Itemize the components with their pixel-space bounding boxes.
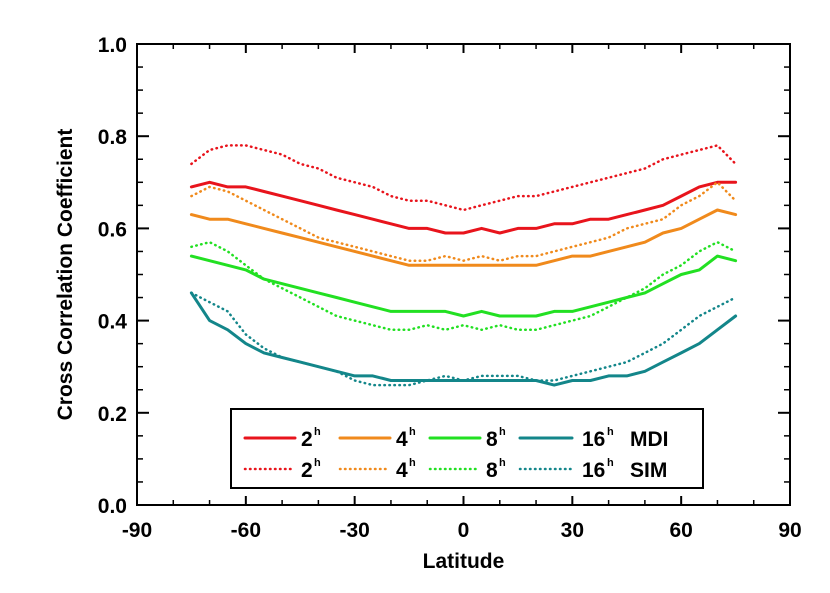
series-line-mdi-4h (189, 208, 738, 267)
ticks-layer: -90 -60 -30 0 30 60 90 0.0 0.2 0.4 0.6 0.8 1.0 (98, 34, 802, 542)
legend-label: 2 (301, 459, 313, 482)
legend-superscript: h (499, 426, 506, 438)
legend-label: 8 (486, 459, 498, 482)
y-tick-label: 0.2 (98, 403, 127, 426)
legend-label: 2 (301, 428, 313, 451)
series-line-sim-8h (190, 240, 737, 332)
x-tick-label: -60 (231, 519, 261, 542)
legend-superscript: h (409, 426, 416, 438)
x-tick-label: 90 (778, 519, 801, 542)
legend-superscript: h (499, 457, 506, 469)
x-tick-label: 30 (561, 519, 584, 542)
series-line-sim-2h (190, 144, 737, 212)
series-layer (189, 144, 738, 387)
series-line-sim-16h (190, 291, 737, 387)
legend-superscript: h (607, 426, 614, 438)
legend-superscript: h (314, 426, 321, 438)
x-axis-title: Latitude (423, 550, 505, 573)
x-tick-label: 0 (458, 519, 470, 542)
y-tick-label: 0.6 (98, 218, 127, 241)
y-axis-title: Cross Correlation Coefficient (54, 129, 77, 421)
legend-superscript: h (314, 457, 321, 469)
series-line-mdi-8h (189, 254, 738, 318)
series-line-mdi-2h (189, 180, 738, 235)
legend-label: 16 (582, 428, 605, 451)
legend-label: 4 (396, 428, 408, 451)
y-tick-label: 0.4 (98, 311, 128, 334)
legend-label: 4 (396, 459, 408, 482)
x-tick-label: -90 (122, 519, 152, 542)
legend-group-label: SIM (630, 459, 667, 482)
y-tick-label: 0.8 (98, 126, 128, 149)
legend-group-label: MDI (630, 428, 669, 451)
legend-label: 16 (582, 459, 605, 482)
y-tick-label: 0.0 (98, 495, 127, 518)
x-tick-label: -30 (339, 519, 369, 542)
x-tick-label: 60 (669, 519, 692, 542)
legend-box (230, 408, 704, 489)
legend-superscript: h (409, 457, 416, 469)
legend-superscript: h (607, 457, 614, 469)
series-line-mdi-16h (189, 291, 738, 387)
legend-label: 8 (486, 428, 498, 451)
series-line-sim-4h (190, 181, 737, 262)
y-tick-label: 1.0 (98, 34, 127, 57)
